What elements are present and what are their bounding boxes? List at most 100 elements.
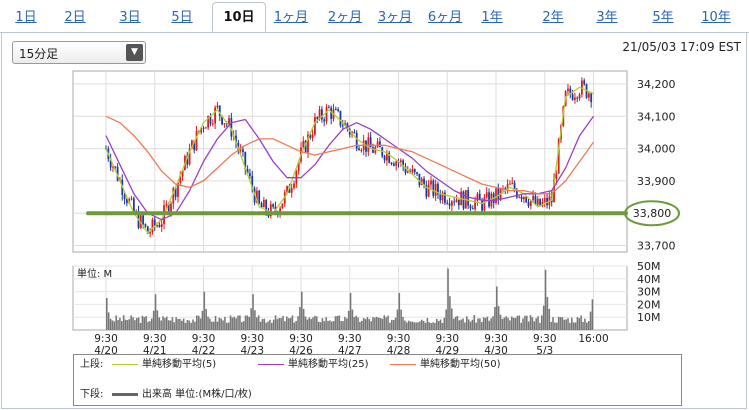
volume-bar [265,322,267,330]
candle-body [123,195,126,200]
volume-tick-label: 40M [637,273,661,286]
candle-body [195,130,198,151]
volume-bar [516,315,519,330]
volume-bar [507,317,509,330]
volume-bar [362,317,365,330]
tab-13[interactable]: 10年 [701,10,731,25]
candle-body [388,152,391,163]
volume-bar [565,319,567,330]
volume-bar [325,317,327,330]
volume-bar [136,317,138,330]
candle-body [471,208,474,210]
volume-bar [490,318,492,330]
volume-bar [117,319,119,330]
tab-2[interactable]: 3日 [119,10,141,25]
x-tick-label: 9:30 [94,333,118,345]
volume-bar [587,321,590,330]
tab-3[interactable]: 5日 [171,10,193,25]
volume-bar [190,322,192,330]
volume-bar [239,315,241,330]
x-tick-date: 4/30 [484,345,508,354]
candle-body [450,201,453,206]
candle-body [286,186,288,193]
volume-bar [533,321,536,330]
volume-bar [306,319,309,330]
volume-bar [295,321,297,330]
candle-body [497,188,500,200]
tab-1[interactable]: 2日 [64,10,86,25]
candle-body [327,107,330,109]
volume-bar [263,318,266,330]
candle-body [469,205,472,209]
support-level-label: 33,800 [633,207,672,220]
volume-bar [237,315,239,330]
volume-bar [368,319,371,330]
candle-body [193,140,196,151]
tab-0[interactable]: 1日 [15,10,37,25]
legend-volume: 出来高 単位:(M株/口/枚) [112,388,252,402]
interval-select-value: 15分足 [19,47,59,61]
volume-bar [301,291,303,330]
volume-bar [383,315,386,330]
volume-bar [340,321,342,330]
volume-bar [321,318,324,330]
volume-bar [466,316,468,330]
legend-top-row: 上段: 単純移動平均(5) 単純移動平均(25) 単純移動平均(50) [80,358,501,372]
candle-body [255,190,258,203]
volume-bar [282,315,284,330]
volume-bar [501,318,504,330]
volume-bar [317,321,320,330]
tab-12[interactable]: 5年 [652,10,674,25]
tab-10[interactable]: 2年 [542,10,564,25]
candle-body [578,94,581,99]
interval-select[interactable]: 15分足 ▼ [12,41,146,64]
volume-bar [481,322,483,330]
tab-4[interactable]: 10日 [212,2,266,32]
candle-body [446,202,449,204]
volume-bar [574,322,577,330]
volume-bar [130,315,132,330]
volume-bar [220,318,222,330]
tab-7[interactable]: 3ヶ月 [377,10,413,25]
volume-bar [252,294,254,330]
volume-bar [379,318,382,330]
volume-bar [475,322,477,330]
tab-5[interactable]: 1ヶ月 [273,10,309,25]
candle-body [265,199,268,213]
tab-8[interactable]: 6ヶ月 [427,10,463,25]
candle-body [437,183,439,195]
volume-bar [151,318,153,330]
price-tick-label: 34,000 [637,143,676,156]
volume-bar [156,310,159,330]
volume-bar [580,315,582,330]
tab-6[interactable]: 2ヶ月 [327,10,363,25]
candle-body [158,224,161,227]
timestamp: 21/05/03 17:09 EST [622,40,741,54]
volume-bar [211,321,213,330]
candle-body [522,196,525,200]
volume-bar [259,321,262,330]
volume-bar [347,310,350,330]
tab-11[interactable]: 3年 [596,10,618,25]
price-tick-label: 33,700 [637,240,676,253]
chevron-down-icon[interactable]: ▼ [126,44,143,61]
legend-ma50-label: 単純移動平均(50) [420,359,501,370]
volume-bar [188,320,191,330]
candle-body [311,134,314,138]
volume-bar [171,317,174,330]
candle-body [423,178,425,186]
candle-body [532,195,535,201]
tab-9[interactable]: 1年 [481,10,503,25]
volume-bar [449,296,451,330]
volume-bar [299,306,301,330]
volume-bar [518,315,521,330]
volume-bar [357,317,359,330]
candle-body [543,197,546,202]
volume-bar [353,317,356,330]
volume-bar [436,318,438,330]
candle-body [246,169,249,174]
volume-bar [554,322,556,330]
volume-bar [274,315,277,330]
candle-body [481,199,483,211]
volume-bar [364,319,367,330]
